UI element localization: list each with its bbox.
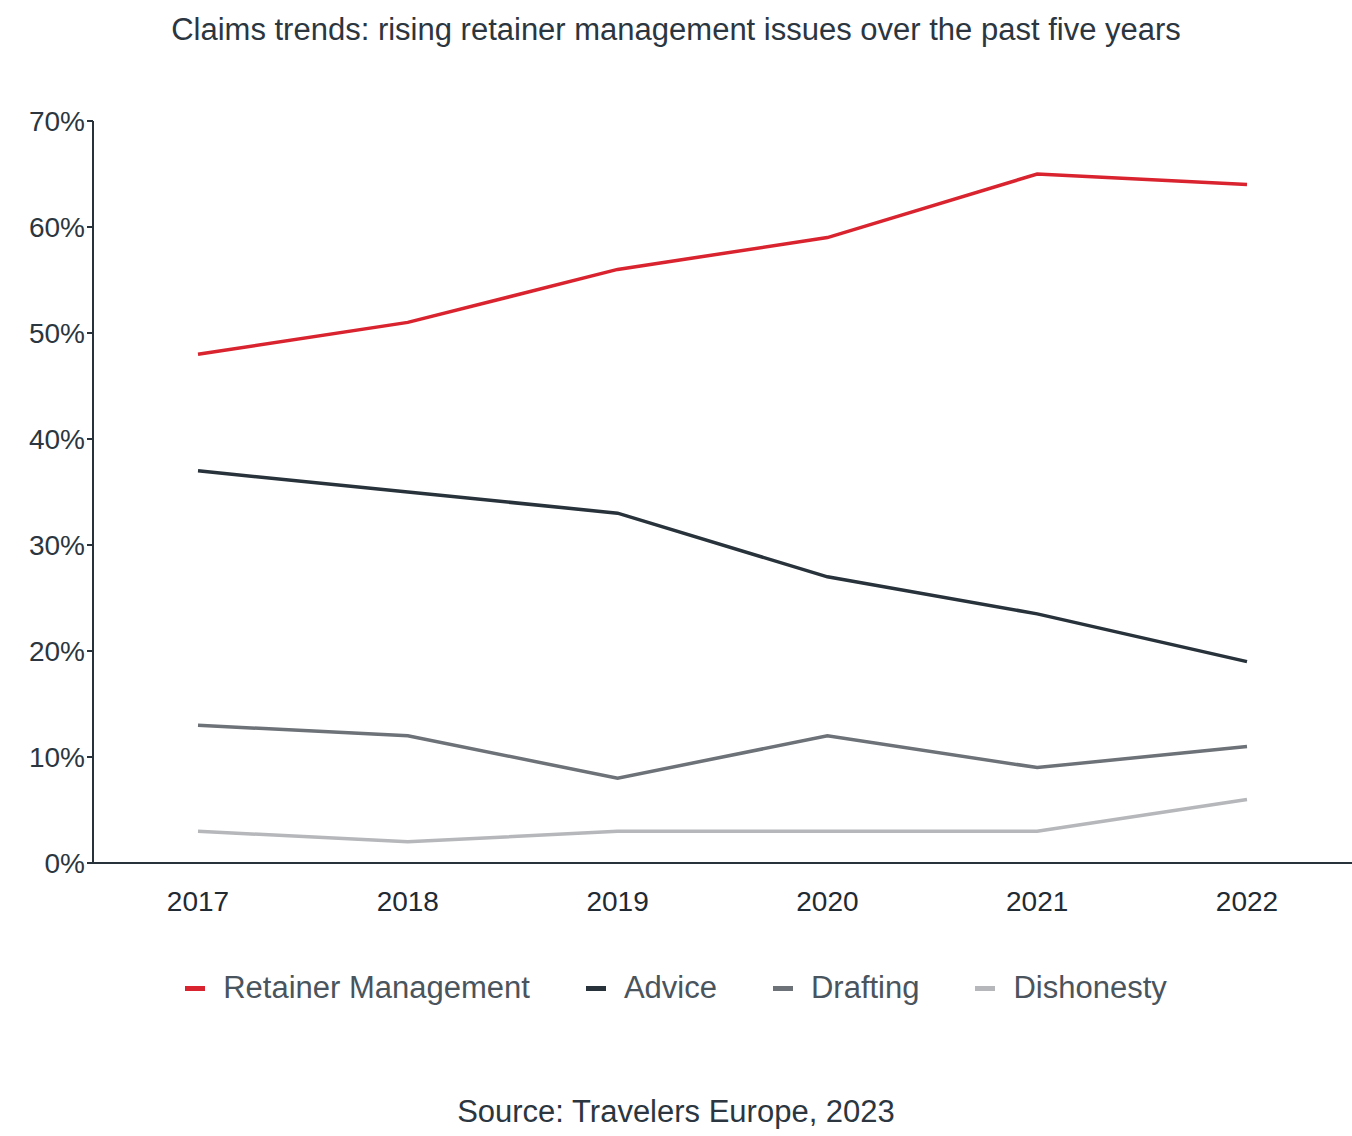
svg-text:2017: 2017 (167, 886, 229, 917)
html-text:Claims trends: rising retainer: Claims trends: rising retainer managemen… (171, 12, 1181, 47)
svg-text:0%: 0% (45, 848, 85, 879)
svg-text:2022: 2022 (1216, 886, 1278, 917)
svg-text:70%: 70% (29, 106, 85, 137)
svg-text:2019: 2019 (586, 886, 648, 917)
html-text:Dishonesty: Dishonesty (1013, 970, 1167, 1005)
html-text:Drafting: Drafting (810, 970, 920, 1005)
svg-text:2018: 2018 (377, 886, 439, 917)
html-text:Advice: Advice (623, 970, 717, 1005)
svg-text:50%: 50% (29, 318, 85, 349)
svg-text:2020: 2020 (796, 886, 858, 917)
svg-text:30%: 30% (29, 530, 85, 561)
svg-text:60%: 60% (29, 212, 85, 243)
html-text:Retainer Management: Retainer Management (223, 970, 530, 1005)
svg-text:20%: 20% (29, 636, 85, 667)
svg-text:40%: 40% (29, 424, 85, 455)
html-text:Source: Travelers Europe, 2023: Source: Travelers Europe, 2023 (457, 1094, 895, 1129)
svg-text:2021: 2021 (1006, 886, 1068, 917)
svg-text:10%: 10% (29, 742, 85, 773)
